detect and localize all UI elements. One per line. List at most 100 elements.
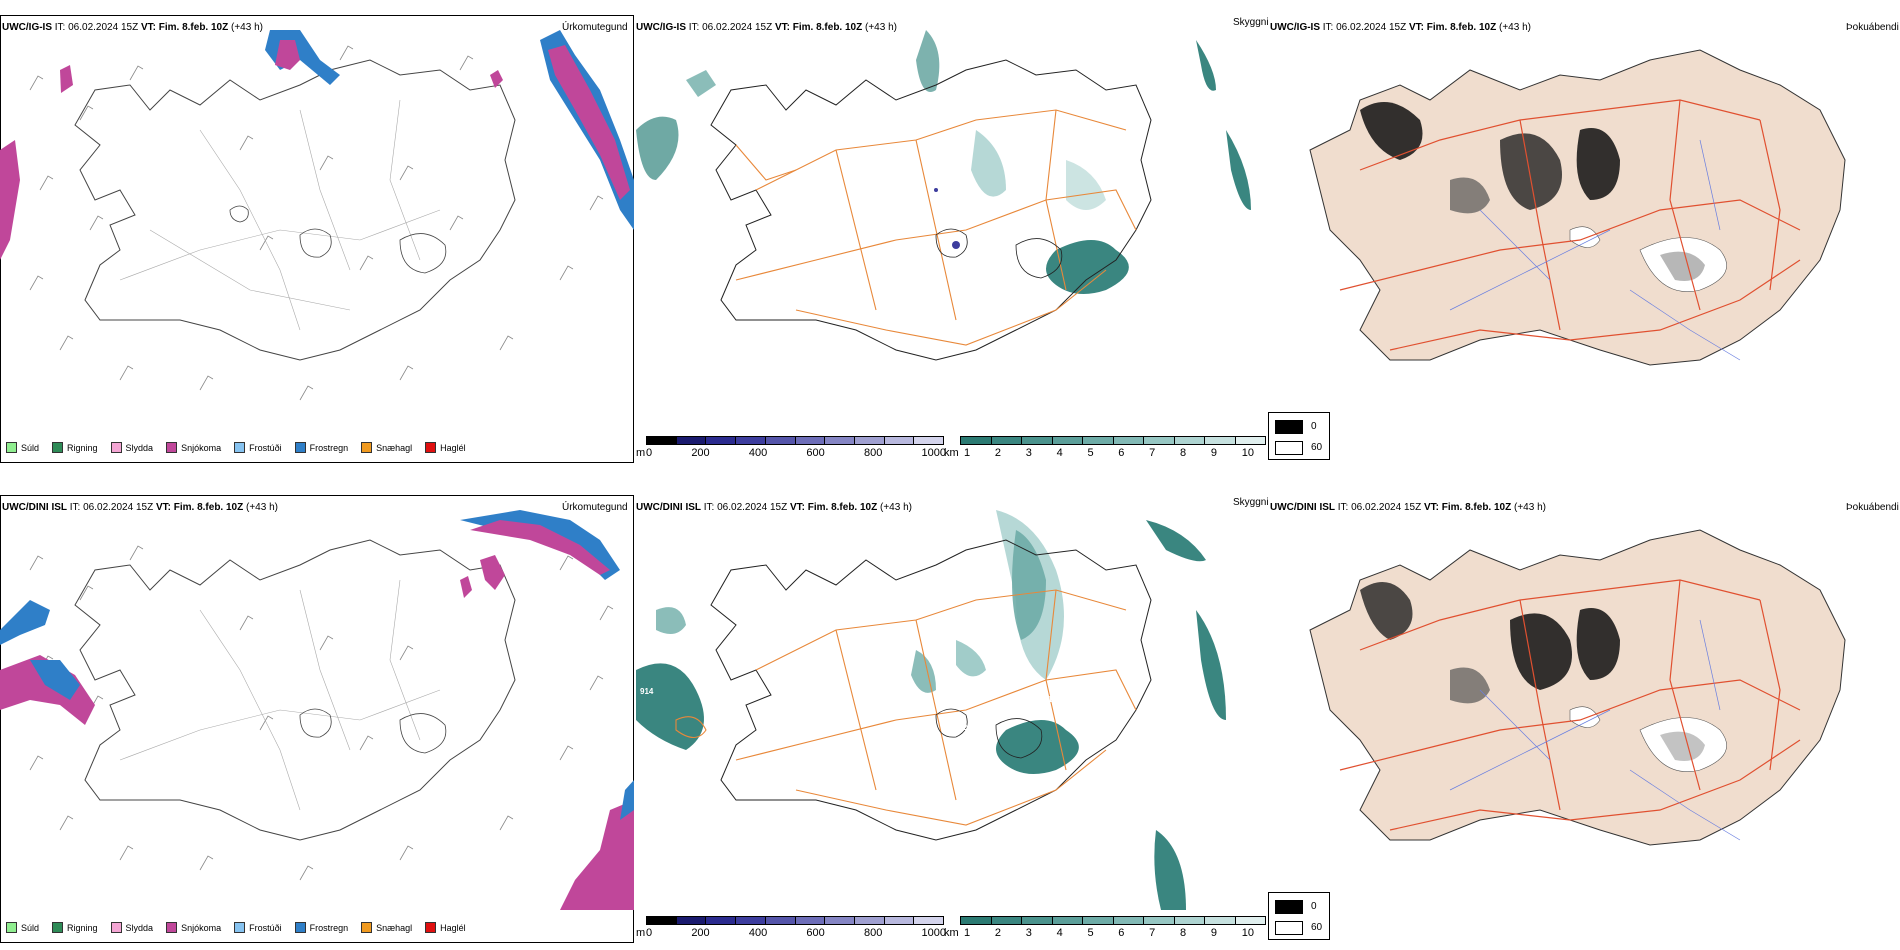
legend-label: Frostregn [309, 442, 349, 453]
tick-label: 8 [1180, 447, 1187, 459]
fog-label: 0 [1311, 421, 1317, 432]
legend-label: Frostúði [249, 922, 282, 933]
legend-item: Snæhagl [361, 442, 412, 453]
visibility-m-unit: m [636, 927, 646, 939]
row-1: UWC/IG-IS IT: 06.02.2024 15Z VT: Fim. 8.… [0, 0, 1900, 470]
precip-map-frame [0, 495, 634, 943]
fog-map [1309, 529, 1846, 846]
map-value-label: 391 [1110, 720, 1124, 729]
legend-label: Snjókoma [181, 922, 222, 933]
tick-label: 7 [1149, 927, 1156, 939]
fog-swatch-white [1275, 441, 1303, 455]
tick-label: 200 [691, 927, 710, 939]
legend-label: Snjókoma [181, 442, 222, 453]
fog-label: 60 [1311, 442, 1323, 453]
legend-swatch [294, 442, 306, 453]
panel-title: Skyggni [1233, 17, 1269, 28]
legend-item: Snjókoma [166, 922, 221, 933]
legend-item: Slydda [110, 922, 153, 933]
tick-label: 6 [1118, 447, 1125, 459]
tick-label: 5 [1087, 447, 1094, 459]
legend-label: Frostúði [249, 442, 282, 453]
legend-label: Súld [21, 922, 40, 933]
legend-label: Súld [21, 442, 40, 453]
fog-swatch-black [1275, 420, 1303, 434]
fog-legend: 0 60 [1268, 412, 1330, 460]
legend-label: Slydda [125, 442, 154, 453]
legend-swatch [361, 442, 373, 453]
legend-swatch [425, 442, 437, 453]
map-value-label: 272 [954, 723, 968, 732]
legend-item: Frostúði [234, 922, 282, 933]
legend-item: Snæhagl [361, 922, 412, 933]
fog-legend: 0 60 [1268, 892, 1330, 940]
map-value-label: 1057 [1048, 695, 1066, 704]
panel-header: UWC/IG-IS IT: 06.02.2024 15Z VT: Fim. 8.… [2, 22, 263, 33]
legend-item: Súld [6, 922, 39, 933]
tick-label: 1000 [921, 927, 946, 939]
tick-label: 400 [748, 927, 768, 939]
tick-label: 1 [964, 927, 971, 939]
visibility-m-ticks: 0 200 400 600 800 1000 [646, 927, 946, 939]
tick-label: 400 [748, 447, 768, 459]
panel-header: UWC/IG-IS IT: 06.02.2024 15Z VT: Fim. 8.… [1270, 22, 1531, 33]
panel-header: UWC/DINI ISL IT: 06.02.2024 15Z VT: Fim.… [2, 502, 278, 513]
visibility-km-colorbar [960, 916, 1266, 925]
panel-title: Þokuábendi [1846, 22, 1899, 33]
visibility-map [636, 30, 1251, 361]
visibility-km-unit: km [944, 927, 959, 939]
tick-label: 1000 [921, 447, 946, 459]
map-value-label: 528 [1094, 623, 1108, 632]
precip-legend: Súld Rigning Slydda Snjókoma Frostúði Fr… [6, 922, 479, 933]
panel-header: UWC/IG-IS IT: 06.02.2024 15Z VT: Fim. 8.… [636, 22, 897, 33]
legend-swatch [361, 922, 373, 933]
legend-swatch [234, 922, 246, 933]
legend-label: Haglél [440, 442, 466, 453]
tick-label: 2 [994, 927, 1001, 939]
tick-label: 10 [1241, 927, 1254, 939]
panel-header: UWC/DINI ISL IT: 06.02.2024 15Z VT: Fim.… [1270, 502, 1546, 513]
tick-label: 4 [1056, 447, 1063, 459]
panel-title: Úrkomutegund [562, 22, 628, 33]
tick-label: 8 [1180, 927, 1187, 939]
legend-swatch [6, 442, 17, 453]
legend-label: Rigning [67, 442, 98, 453]
tick-label: 4 [1056, 927, 1063, 939]
tick-label: 6 [1118, 927, 1125, 939]
map-value-label: 655 [1100, 640, 1114, 649]
legend-swatch [110, 442, 122, 453]
visibility-map [636, 510, 1226, 910]
legend-item: Rigning [52, 922, 98, 933]
legend-item: Snjókoma [166, 442, 221, 453]
precip-map [0, 30, 634, 401]
tick-label: 9 [1210, 927, 1217, 939]
legend-item: Haglél [425, 442, 466, 453]
legend-label: Haglél [440, 922, 466, 933]
fog-label: 0 [1311, 901, 1317, 912]
legend-swatch [166, 922, 178, 933]
row-2: UWC/DINI ISL IT: 06.02.2024 15Z VT: Fim.… [0, 480, 1900, 950]
tick-label: 2 [994, 447, 1001, 459]
map-value-label: 914 [640, 687, 654, 696]
legend-swatch [52, 922, 64, 933]
legend-item: Súld [6, 442, 39, 453]
legend-swatch [110, 922, 122, 933]
panel-header: UWC/DINI ISL IT: 06.02.2024 15Z VT: Fim.… [636, 502, 912, 513]
legend-swatch [6, 922, 17, 933]
legend-swatch [294, 922, 306, 933]
tick-label: 5 [1087, 927, 1094, 939]
legend-item: Haglél [425, 922, 466, 933]
fog-swatch-black [1275, 900, 1303, 914]
visibility-m-ticks: 0 200 400 600 800 1000 [646, 447, 946, 459]
legend-item: Frostregn [294, 442, 349, 453]
fog-swatch-white [1275, 921, 1303, 935]
visibility-km-unit: km [944, 447, 959, 459]
precip-legend: Súld Rigning Slydda Snjókoma Frostúði Fr… [6, 442, 479, 453]
legend-label: Snæhagl [376, 922, 413, 933]
panel-title: Þokuábendi [1846, 502, 1899, 513]
legend-swatch [425, 922, 437, 933]
fog-map [1309, 49, 1846, 366]
legend-item: Rigning [52, 442, 98, 453]
visibility-m-colorbar [646, 916, 944, 925]
tick-label: 800 [863, 447, 883, 459]
